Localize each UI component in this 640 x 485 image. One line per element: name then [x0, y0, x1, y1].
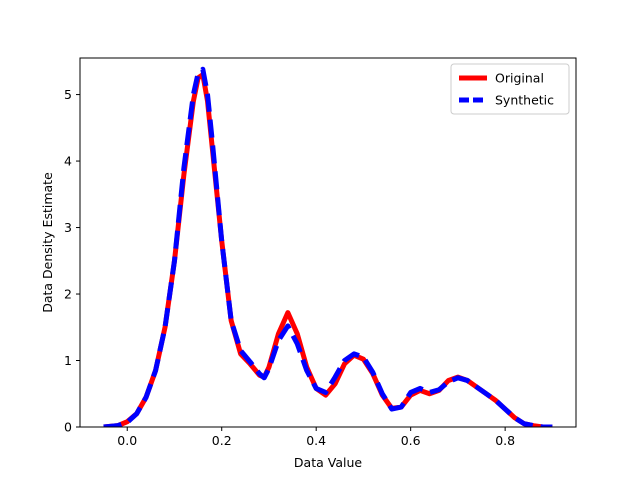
- x-tick-label: 0.0: [117, 433, 137, 448]
- x-tick-label: 0.6: [401, 433, 421, 448]
- legend-label-synthetic: Synthetic: [495, 93, 554, 108]
- x-axis-title: Data Value: [294, 455, 362, 470]
- series-layer: [103, 66, 553, 427]
- y-tick-label: 1: [64, 353, 72, 368]
- y-axis-title: Data Density Estimate: [40, 172, 55, 313]
- y-axis: 0 1 2 3 4 5: [64, 87, 80, 435]
- x-axis: 0.0 0.2 0.4 0.6 0.8: [117, 427, 515, 448]
- y-tick-label: 3: [64, 220, 72, 235]
- axes-frame: [79, 57, 577, 428]
- y-tick-label: 4: [64, 154, 72, 169]
- legend-label-original: Original: [495, 71, 544, 86]
- y-tick-label: 0: [64, 420, 72, 435]
- x-tick-label: 0.8: [495, 433, 515, 448]
- series-line-synthetic: [103, 66, 553, 427]
- x-tick-label: 0.2: [212, 433, 232, 448]
- legend: Original Synthetic: [450, 63, 570, 115]
- x-tick-label: 0.4: [306, 433, 326, 448]
- y-tick-label: 5: [64, 87, 72, 102]
- y-tick-label: 2: [64, 287, 72, 302]
